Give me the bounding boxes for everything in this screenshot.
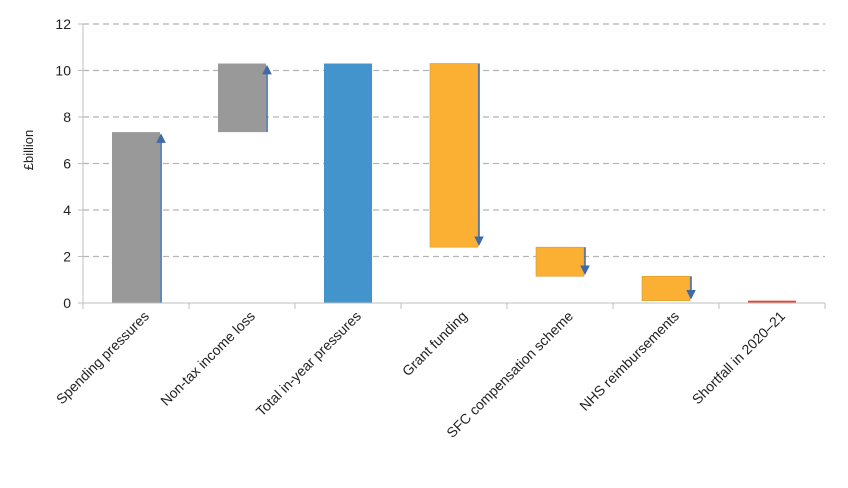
bar xyxy=(112,132,160,303)
x-category-label: Total in-year pressures xyxy=(253,308,364,419)
bars xyxy=(112,63,796,304)
bar xyxy=(324,63,372,304)
axes xyxy=(78,23,826,309)
bar xyxy=(535,246,585,277)
labels: 0 2 4 6 8 10 12 Spending pressures Non-tax incom… xyxy=(53,16,789,441)
y-axis-title: £billion xyxy=(21,130,36,170)
x-category-label: Spending pressures xyxy=(53,308,152,407)
x-category-label: Grant funding xyxy=(399,308,470,379)
x-category-label: Non-tax income loss xyxy=(157,308,258,409)
x-category-label: SFC compensation scheme xyxy=(443,308,576,441)
y-tick-label: 2 xyxy=(63,249,71,265)
bar xyxy=(641,275,691,301)
x-category-label: Shortfall in 2020–21 xyxy=(689,308,789,408)
y-tick-label: 6 xyxy=(63,156,71,172)
bar xyxy=(218,63,266,133)
bar xyxy=(748,300,796,303)
x-category-label: NHS reimbursements xyxy=(576,308,682,414)
bar xyxy=(429,63,479,248)
y-tick-label: 8 xyxy=(63,109,71,125)
arrows xyxy=(156,63,696,303)
y-tick-label: 12 xyxy=(55,16,71,32)
y-tick-label: 0 xyxy=(63,295,71,311)
y-tick-label: 4 xyxy=(63,202,71,218)
y-tick-label: 10 xyxy=(55,63,71,79)
